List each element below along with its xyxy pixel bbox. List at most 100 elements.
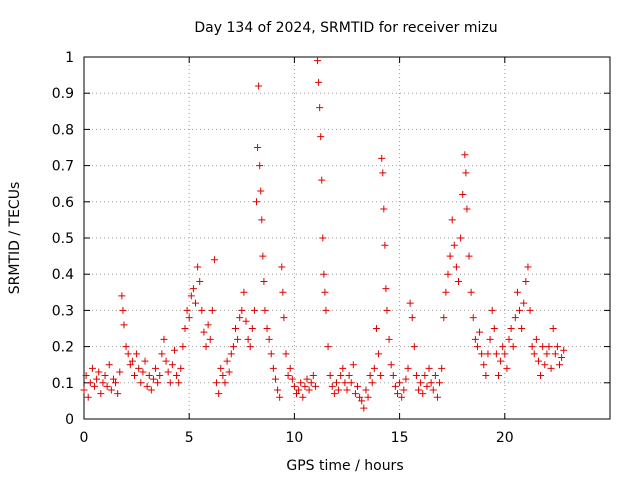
points-layer: [80, 57, 568, 412]
data-point: [279, 288, 287, 296]
data-point: [465, 252, 473, 260]
data-point: [109, 375, 117, 383]
data-point: [526, 306, 534, 314]
data-point: [457, 234, 465, 242]
data-point: [187, 292, 195, 300]
data-point: [255, 82, 263, 90]
data-point: [219, 372, 227, 380]
data-point: [358, 397, 366, 405]
data-point: [160, 335, 168, 343]
data-point: [385, 335, 393, 343]
data-point: [93, 375, 101, 383]
data-point: [122, 343, 130, 351]
data-point: [254, 144, 262, 151]
data-point: [130, 372, 138, 380]
data-point: [537, 372, 545, 380]
data-point: [461, 151, 469, 159]
data-point: [541, 361, 549, 369]
data-point: [84, 393, 92, 401]
data-point: [293, 390, 301, 398]
data-point: [469, 314, 477, 322]
data-point: [206, 335, 214, 343]
data-point: [250, 306, 258, 314]
data-point: [240, 288, 248, 296]
data-point: [322, 306, 330, 314]
ticks-layer: 00.10.20.30.40.50.60.70.80.910 5 10 15 20: [52, 50, 610, 446]
chart-title: Day 134 of 2024, SRMTID for receiver miz…: [194, 20, 497, 36]
data-point: [173, 372, 181, 380]
data-point: [415, 386, 423, 394]
data-point: [297, 379, 305, 387]
data-point: [551, 350, 559, 358]
data-point: [400, 386, 408, 394]
data-point: [402, 375, 410, 383]
data-point: [337, 372, 345, 380]
data-point: [257, 187, 265, 195]
data-point: [133, 350, 141, 358]
data-point: [124, 350, 132, 358]
data-point: [393, 390, 401, 398]
x-tick-label: 5: [185, 430, 194, 446]
data-point: [431, 372, 439, 380]
data-point: [229, 343, 237, 351]
data-point: [88, 364, 96, 372]
data-point: [311, 382, 319, 390]
data-point: [425, 364, 433, 372]
data-point: [476, 328, 484, 336]
data-point: [253, 198, 261, 206]
data-point: [135, 364, 143, 372]
data-point: [99, 379, 107, 387]
data-point: [162, 357, 170, 365]
data-point: [156, 372, 164, 380]
data-point: [177, 364, 185, 372]
y-tick-label: 0.3: [52, 303, 74, 319]
data-point: [433, 393, 441, 401]
data-point: [423, 382, 431, 390]
data-point: [377, 372, 385, 380]
grid-layer: [84, 57, 610, 419]
data-point: [244, 335, 252, 343]
data-point: [317, 133, 325, 141]
data-point: [408, 314, 416, 322]
data-point: [101, 372, 109, 380]
data-point: [82, 372, 90, 380]
data-point: [97, 390, 105, 398]
data-point: [166, 379, 174, 387]
data-point: [231, 325, 239, 332]
data-point: [444, 270, 452, 278]
data-point: [141, 357, 149, 365]
data-point: [320, 270, 328, 278]
data-point: [398, 393, 406, 401]
data-point: [260, 277, 268, 285]
x-tick-label: 15: [391, 430, 409, 446]
data-point: [339, 364, 347, 372]
x-tick-label: 0: [80, 430, 89, 446]
data-point: [463, 205, 471, 213]
data-point: [349, 361, 357, 369]
data-point: [91, 382, 99, 390]
data-point: [319, 234, 327, 242]
data-point: [473, 343, 481, 351]
data-point: [271, 375, 279, 383]
data-point: [442, 288, 450, 296]
data-point: [86, 379, 94, 387]
data-point: [436, 379, 444, 387]
data-point: [378, 154, 386, 162]
data-point: [328, 382, 336, 390]
data-point: [530, 350, 538, 358]
x-tick-label: 10: [285, 430, 303, 446]
data-point: [274, 386, 282, 394]
data-point: [455, 277, 463, 285]
data-point: [143, 382, 151, 390]
data-point: [103, 382, 111, 390]
data-point: [406, 299, 414, 307]
data-point: [126, 361, 134, 369]
data-point: [202, 343, 210, 351]
data-point: [170, 346, 178, 354]
data-point: [282, 350, 290, 358]
data-point: [560, 346, 568, 354]
y-tick-label: 0.9: [52, 86, 74, 102]
data-point: [305, 386, 313, 394]
data-point: [368, 379, 376, 387]
data-point: [356, 393, 364, 401]
